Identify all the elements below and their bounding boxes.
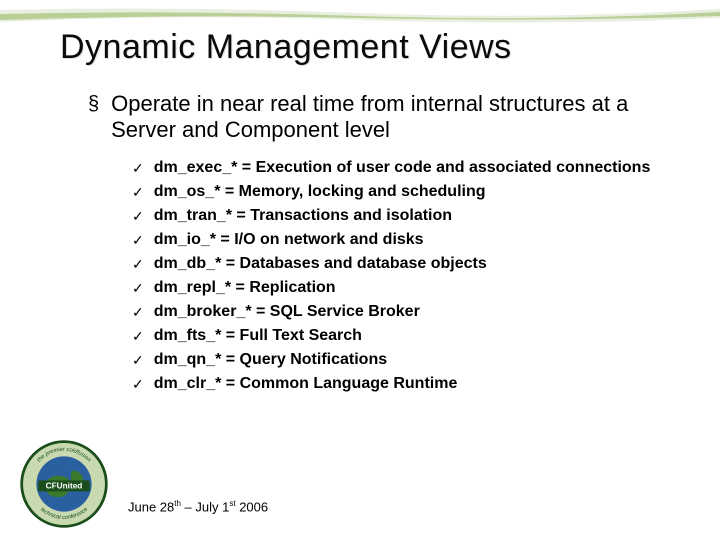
list-item: ✓ dm_exec_* = Execution of user code and… <box>132 157 690 179</box>
footer-date: June 28th – July 1st 2006 <box>128 499 268 514</box>
footer-suffix: 2006 <box>236 499 269 514</box>
list-item: ✓ dm_qn_* = Query Notifications <box>132 349 690 371</box>
list-item-text: dm_repl_* = Replication <box>154 277 336 299</box>
list-item-text: dm_fts_* = Full Text Search <box>154 325 362 347</box>
main-bullet-text: Operate in near real time from internal … <box>111 91 690 143</box>
slide-content: Dynamic Management Views § Operate in ne… <box>60 28 690 397</box>
list-item: ✓ dm_clr_* = Common Language Runtime <box>132 373 690 395</box>
list-item: ✓ dm_broker_* = SQL Service Broker <box>132 301 690 323</box>
footer-prefix: June 28 <box>128 499 174 514</box>
section-marker: § <box>88 91 99 117</box>
list-item-text: dm_qn_* = Query Notifications <box>154 349 387 371</box>
check-icon: ✓ <box>132 325 144 347</box>
footer-sup1: th <box>174 499 181 508</box>
list-item: ✓ dm_fts_* = Full Text Search <box>132 325 690 347</box>
main-bullet: § Operate in near real time from interna… <box>88 91 690 143</box>
check-icon: ✓ <box>132 181 144 203</box>
cfunited-logo: the premier coldfusion technical confere… <box>18 438 110 530</box>
list-item-text: dm_clr_* = Common Language Runtime <box>154 373 458 395</box>
list-item: ✓ dm_os_* = Memory, locking and scheduli… <box>132 181 690 203</box>
list-item-text: dm_exec_* = Execution of user code and a… <box>154 157 651 179</box>
top-swoosh <box>0 6 720 28</box>
list-item: ✓ dm_repl_* = Replication <box>132 277 690 299</box>
check-icon: ✓ <box>132 373 144 395</box>
list-item-text: dm_db_* = Databases and database objects <box>154 253 487 275</box>
slide-title: Dynamic Management Views <box>60 28 690 67</box>
list-item-text: dm_os_* = Memory, locking and scheduling <box>154 181 486 203</box>
check-icon: ✓ <box>132 277 144 299</box>
check-icon: ✓ <box>132 349 144 371</box>
sublist: ✓ dm_exec_* = Execution of user code and… <box>132 157 690 395</box>
list-item: ✓ dm_tran_* = Transactions and isolation <box>132 205 690 227</box>
list-item-text: dm_io_* = I/O on network and disks <box>154 229 424 251</box>
list-item-text: dm_tran_* = Transactions and isolation <box>154 205 452 227</box>
list-item: ✓ dm_db_* = Databases and database objec… <box>132 253 690 275</box>
list-item-text: dm_broker_* = SQL Service Broker <box>154 301 420 323</box>
check-icon: ✓ <box>132 301 144 323</box>
check-icon: ✓ <box>132 253 144 275</box>
check-icon: ✓ <box>132 157 144 179</box>
check-icon: ✓ <box>132 205 144 227</box>
check-icon: ✓ <box>132 229 144 251</box>
list-item: ✓ dm_io_* = I/O on network and disks <box>132 229 690 251</box>
svg-text:CFUnited: CFUnited <box>46 482 83 491</box>
footer-mid: – July 1 <box>181 499 229 514</box>
